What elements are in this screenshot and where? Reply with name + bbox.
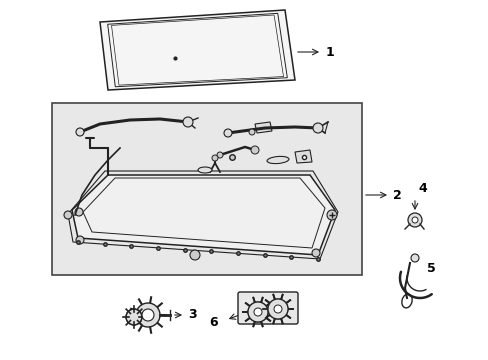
FancyBboxPatch shape xyxy=(238,292,297,324)
Circle shape xyxy=(253,308,262,316)
Circle shape xyxy=(183,117,193,127)
Circle shape xyxy=(273,305,282,313)
Circle shape xyxy=(267,299,287,319)
Bar xyxy=(52,103,361,275)
Circle shape xyxy=(64,211,72,219)
Circle shape xyxy=(247,302,267,322)
Text: 2: 2 xyxy=(392,189,401,202)
Circle shape xyxy=(410,254,418,262)
Text: 3: 3 xyxy=(187,309,196,321)
Circle shape xyxy=(76,236,84,244)
Circle shape xyxy=(224,129,231,137)
Text: 5: 5 xyxy=(426,261,435,274)
Text: 1: 1 xyxy=(325,45,334,59)
Circle shape xyxy=(190,250,200,260)
Polygon shape xyxy=(294,150,311,163)
Circle shape xyxy=(312,123,323,133)
Ellipse shape xyxy=(198,167,212,173)
Circle shape xyxy=(142,309,154,321)
Circle shape xyxy=(126,309,142,325)
Circle shape xyxy=(311,249,319,257)
Circle shape xyxy=(136,303,160,327)
Circle shape xyxy=(75,208,83,216)
Circle shape xyxy=(253,308,262,316)
Circle shape xyxy=(407,213,421,227)
Circle shape xyxy=(248,129,254,135)
Text: 4: 4 xyxy=(417,182,426,195)
Circle shape xyxy=(247,302,267,322)
Text: 6: 6 xyxy=(209,315,218,328)
Circle shape xyxy=(76,128,84,136)
Circle shape xyxy=(217,152,223,158)
Circle shape xyxy=(326,210,336,220)
Circle shape xyxy=(267,299,287,319)
Circle shape xyxy=(250,146,259,154)
Polygon shape xyxy=(254,122,271,133)
Polygon shape xyxy=(100,10,294,90)
Ellipse shape xyxy=(266,156,288,163)
Polygon shape xyxy=(72,175,334,255)
Circle shape xyxy=(273,305,282,313)
Circle shape xyxy=(212,155,218,161)
Circle shape xyxy=(411,217,417,223)
